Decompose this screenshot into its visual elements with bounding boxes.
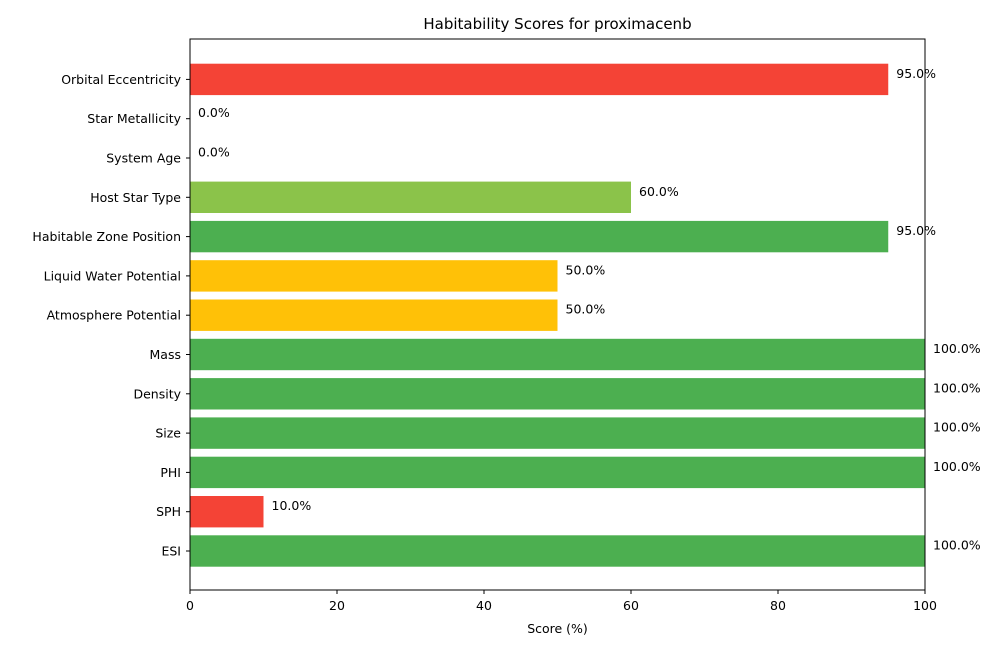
- bar: [190, 417, 925, 449]
- bar: [190, 456, 925, 489]
- value-label: 60.0%: [639, 184, 679, 199]
- y-tick-label: Mass: [150, 347, 181, 362]
- x-tick-label: 100: [913, 598, 937, 613]
- bar: [190, 378, 925, 410]
- y-tick-label: Density: [133, 386, 181, 401]
- value-label: 95.0%: [896, 66, 936, 81]
- bar: [190, 220, 889, 253]
- bar: [190, 496, 264, 528]
- x-tick-label: 0: [186, 598, 194, 613]
- value-label: 50.0%: [566, 262, 606, 277]
- bar: [190, 63, 889, 96]
- x-tick-label: 40: [476, 598, 492, 613]
- value-label: 100.0%: [933, 420, 981, 435]
- value-label: 100.0%: [933, 459, 981, 474]
- bar: [190, 260, 558, 292]
- y-tick-label: ESI: [161, 544, 181, 559]
- value-label: 95.0%: [896, 223, 936, 238]
- bar: [190, 181, 631, 213]
- value-label: 0.0%: [198, 145, 230, 160]
- value-label: 100.0%: [933, 341, 981, 356]
- y-tick-label: Size: [155, 426, 181, 441]
- y-tick-label: Liquid Water Potential: [44, 268, 181, 283]
- x-ticks: 0 20 40 60 80 100: [186, 590, 937, 613]
- chart-title: Habitability Scores for proximacenb: [423, 15, 691, 33]
- value-labels: 100.0% 10.0% 100.0% 100.0% 100.0% 100.0% 50.0%…: [198, 66, 981, 553]
- value-label: 10.0%: [272, 498, 312, 513]
- bars-group: [190, 63, 925, 567]
- y-tick-label: Star Metallicity: [87, 111, 181, 126]
- y-tick-label: Host Star Type: [90, 190, 181, 205]
- value-label: 100.0%: [933, 380, 981, 395]
- y-tick-labels: ESI SPH PHI Size Density Mass Atmosphere Poten…: [32, 72, 190, 559]
- y-tick-label: Orbital Eccentricity: [61, 72, 181, 87]
- value-label: 0.0%: [198, 105, 230, 120]
- y-tick-label: SPH: [156, 504, 181, 519]
- y-tick-label: PHI: [160, 465, 181, 480]
- bar: [190, 338, 925, 371]
- x-tick-label: 20: [329, 598, 345, 613]
- bar: [190, 299, 558, 331]
- x-tick-label: 60: [623, 598, 639, 613]
- value-label: 50.0%: [566, 302, 606, 317]
- y-tick-label: System Age: [106, 151, 181, 166]
- x-tick-label: 80: [770, 598, 786, 613]
- y-tick-label: Atmosphere Potential: [47, 308, 181, 323]
- y-tick-label: Habitable Zone Position: [32, 229, 181, 244]
- x-axis-label: Score (%): [527, 621, 588, 636]
- bar: [190, 535, 925, 567]
- value-label: 100.0%: [933, 538, 981, 553]
- plot-frame: [189, 38, 926, 591]
